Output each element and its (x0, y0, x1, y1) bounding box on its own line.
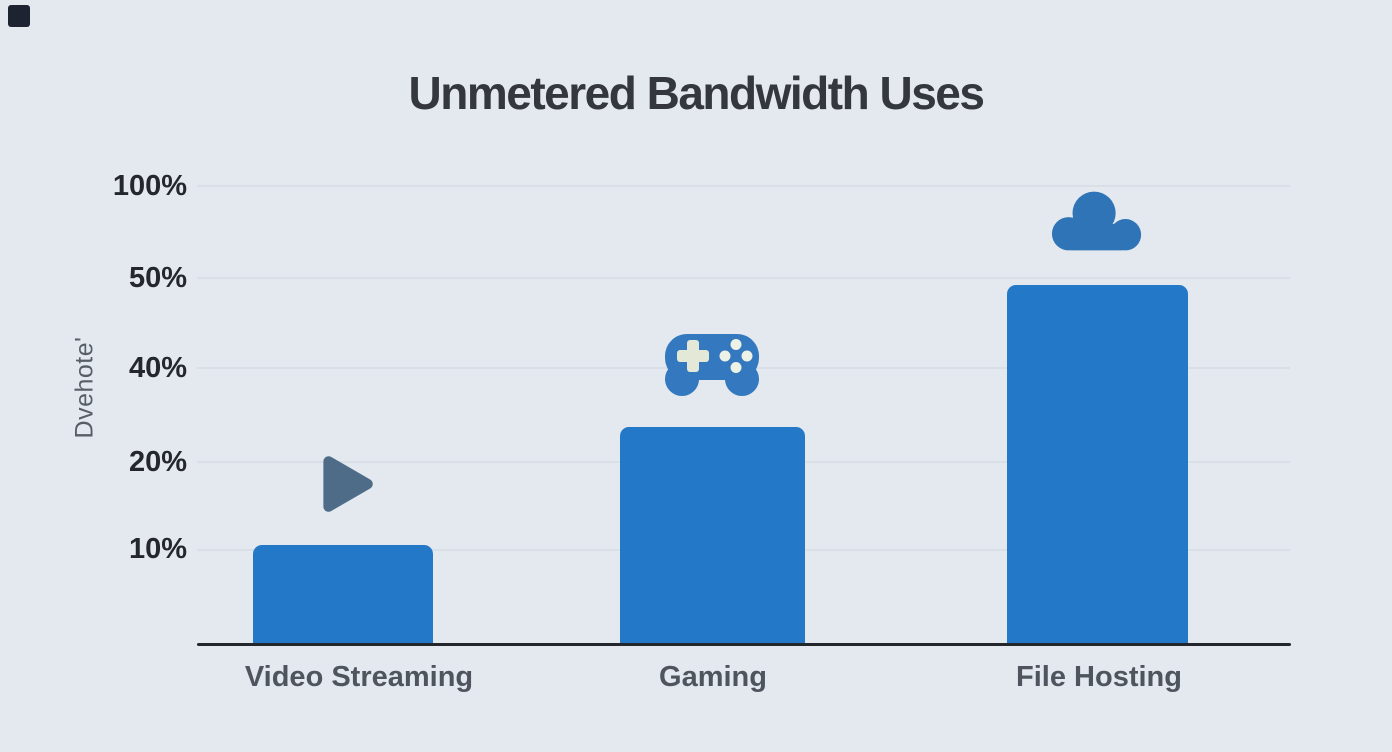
bar-gaming (620, 427, 805, 644)
chart-title: Unmetered Bandwidth Uses (408, 67, 985, 119)
cloud-icon (1051, 191, 1142, 251)
play-icon (323, 456, 373, 512)
gridline (197, 185, 1290, 187)
gridline (197, 277, 1290, 279)
gamepad-icon (665, 334, 759, 396)
x-label-gaming: Gaming (659, 661, 767, 693)
bar-file-hosting (1007, 285, 1188, 644)
y-tick-100: 100% (112, 170, 187, 202)
y-tick-40: 40% (128, 352, 187, 384)
bar-video-streaming (253, 545, 433, 644)
x-label-file-hosting: File Hosting (1016, 661, 1182, 693)
y-tick-20: 20% (128, 446, 187, 478)
y-tick-50: 50% (128, 262, 187, 294)
y-tick-10: 10% (128, 533, 187, 565)
corner-artifact (8, 5, 30, 27)
x-axis-line (197, 643, 1291, 646)
x-label-video-streaming: Video Streaming (244, 661, 474, 693)
